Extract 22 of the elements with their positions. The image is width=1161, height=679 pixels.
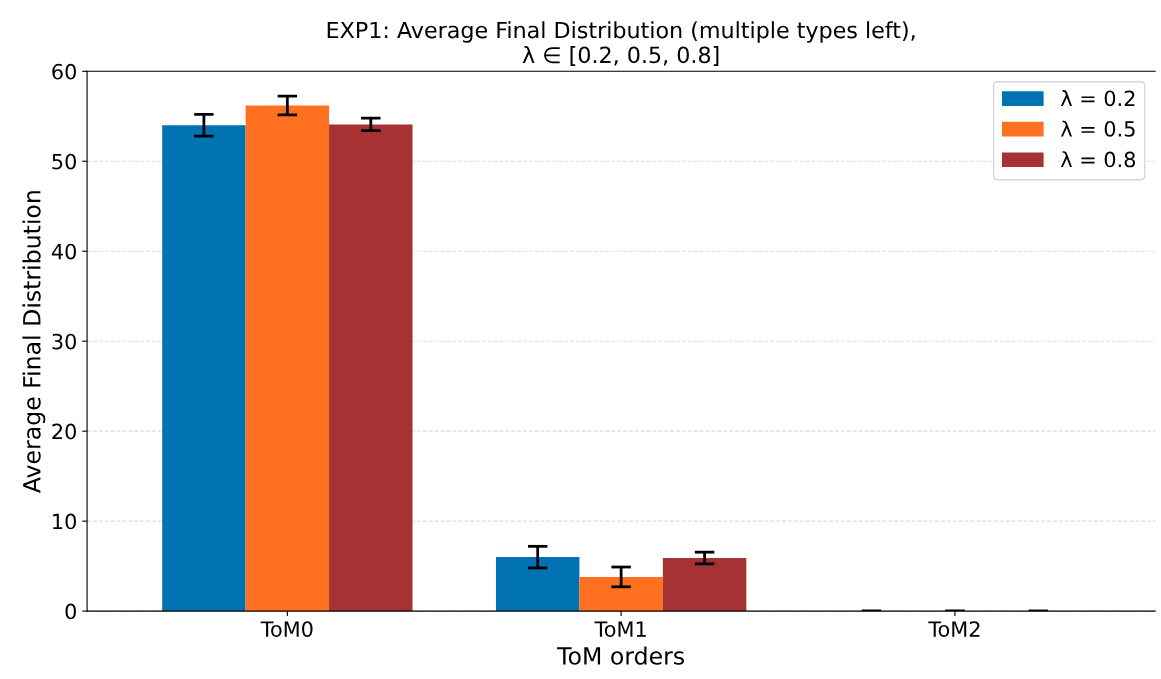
legend-label: λ = 0.8: [1060, 151, 1136, 168]
chart-title: EXP1: Average Final Distribution (multiple types left), λ ∈ [0.2, 0.5, 0.8]: [327, 21, 915, 66]
bar: [495, 557, 580, 612]
bar: [329, 124, 413, 612]
bar: [245, 105, 330, 612]
x-axis-title: ToM orders: [557, 646, 684, 665]
y-tick-label: 60: [52, 63, 76, 80]
legend-label: λ = 0.2: [1060, 90, 1135, 107]
y-tick-label: 40: [51, 243, 76, 260]
y-axis-title: Average Final Distribution: [22, 191, 46, 494]
x-tick-label: ToM1: [594, 621, 646, 637]
y-tick-label: 0: [65, 603, 76, 620]
y-tick-label: 20: [52, 423, 76, 440]
y-tick-label: 10: [53, 513, 76, 530]
bar: [662, 558, 747, 612]
x-tick-label: ToM0: [260, 621, 313, 637]
bar: [579, 576, 663, 612]
x-tick-label: ToM2: [928, 621, 980, 637]
legend-label: λ = 0.5: [1060, 120, 1135, 137]
y-tick-label: 50: [52, 153, 76, 170]
bar: [162, 125, 246, 612]
y-tick-label: 30: [52, 333, 76, 350]
